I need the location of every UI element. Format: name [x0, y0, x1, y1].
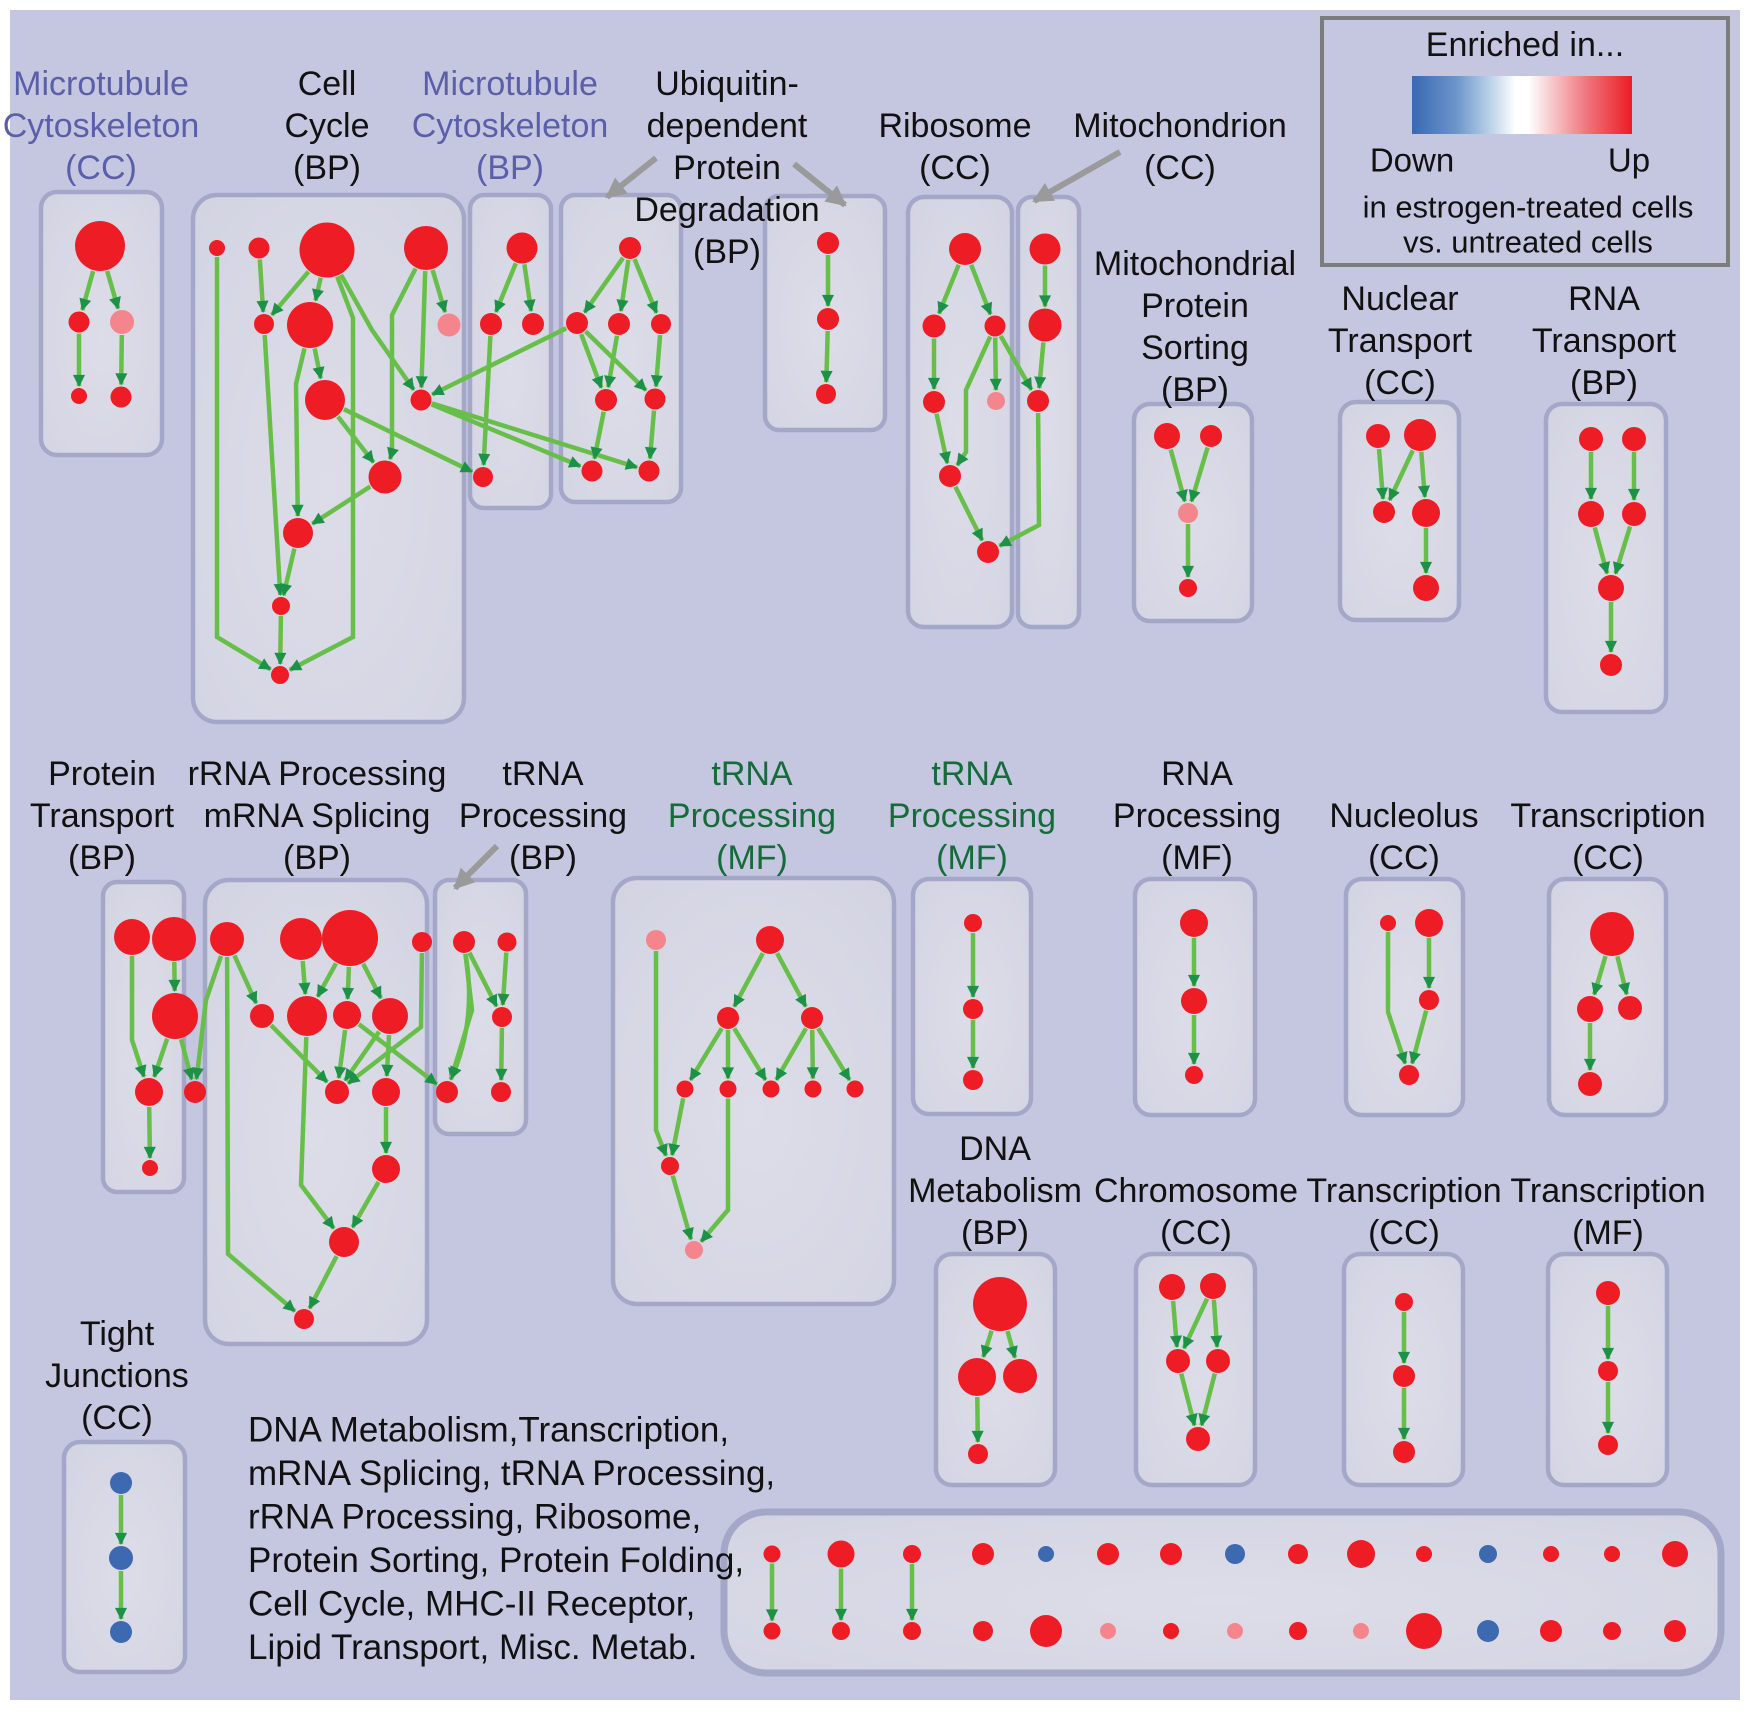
svg-text:Transport: Transport	[30, 797, 175, 835]
svg-text:(BP): (BP)	[293, 149, 361, 187]
svg-text:(CC): (CC)	[1364, 364, 1436, 402]
svg-text:Junctions: Junctions	[45, 1357, 189, 1395]
svg-text:Microtubule: Microtubule	[422, 65, 598, 103]
svg-text:(CC): (CC)	[1160, 1214, 1232, 1252]
svg-text:Transcription: Transcription	[1510, 797, 1705, 835]
svg-text:(BP): (BP)	[283, 839, 351, 877]
svg-text:(BP): (BP)	[1161, 371, 1229, 409]
svg-text:Transport: Transport	[1328, 322, 1473, 360]
svg-text:vs. untreated cells: vs. untreated cells	[1403, 225, 1653, 260]
svg-text:Ubiquitin-: Ubiquitin-	[655, 65, 799, 103]
svg-text:Cell Cycle, MHC-II Receptor,: Cell Cycle, MHC-II Receptor,	[248, 1585, 695, 1624]
svg-text:Tight: Tight	[80, 1315, 155, 1353]
svg-text:Nuclear: Nuclear	[1341, 280, 1458, 318]
svg-text:Transcription: Transcription	[1510, 1172, 1705, 1210]
svg-text:tRNA: tRNA	[931, 755, 1013, 793]
svg-text:(CC): (CC)	[81, 1399, 153, 1437]
svg-text:in estrogen-treated cells: in estrogen-treated cells	[1363, 190, 1694, 225]
svg-text:(CC): (CC)	[1572, 839, 1644, 877]
svg-text:Processing: Processing	[888, 797, 1056, 835]
svg-text:(BP): (BP)	[476, 149, 544, 187]
svg-text:Processing: Processing	[1113, 797, 1281, 835]
svg-text:tRNA: tRNA	[711, 755, 793, 793]
svg-text:Nucleolus: Nucleolus	[1329, 797, 1478, 835]
svg-text:(BP): (BP)	[961, 1214, 1029, 1252]
svg-text:tRNA: tRNA	[502, 755, 584, 793]
svg-text:Mitochondrial: Mitochondrial	[1094, 245, 1296, 283]
svg-text:Protein: Protein	[673, 149, 781, 187]
svg-text:Enriched in...: Enriched in...	[1426, 26, 1624, 64]
svg-text:Cycle: Cycle	[284, 107, 369, 145]
svg-text:Metabolism: Metabolism	[908, 1172, 1082, 1210]
svg-text:(MF): (MF)	[716, 839, 788, 877]
svg-text:Sorting: Sorting	[1141, 329, 1249, 367]
svg-text:Mitochondrion: Mitochondrion	[1073, 107, 1287, 145]
svg-text:Protein Sorting, Protein Foldi: Protein Sorting, Protein Folding,	[248, 1541, 744, 1580]
svg-text:DNA Metabolism,Transcription,: DNA Metabolism,Transcription,	[248, 1411, 729, 1450]
svg-text:(CC): (CC)	[65, 149, 137, 187]
svg-text:(BP): (BP)	[68, 839, 136, 877]
svg-text:Transcription: Transcription	[1306, 1172, 1501, 1210]
svg-text:dependent: dependent	[647, 107, 808, 145]
svg-text:(MF): (MF)	[1161, 839, 1233, 877]
svg-text:Degradation: Degradation	[634, 191, 819, 229]
svg-text:(CC): (CC)	[919, 149, 991, 187]
svg-text:mRNA Splicing: mRNA Splicing	[204, 797, 431, 835]
svg-text:Chromosome: Chromosome	[1094, 1172, 1298, 1210]
svg-text:Cytoskeleton: Cytoskeleton	[412, 107, 609, 145]
svg-text:Down: Down	[1370, 142, 1454, 179]
svg-text:Ribosome: Ribosome	[878, 107, 1031, 145]
svg-text:Microtubule: Microtubule	[13, 65, 189, 103]
svg-text:Processing: Processing	[459, 797, 627, 835]
svg-text:rRNA Processing: rRNA Processing	[188, 755, 447, 793]
svg-text:(BP): (BP)	[693, 233, 761, 271]
svg-text:(CC): (CC)	[1368, 1214, 1440, 1252]
svg-text:Lipid Transport, Misc. Metab.: Lipid Transport, Misc. Metab.	[248, 1628, 697, 1667]
svg-text:(MF): (MF)	[936, 839, 1008, 877]
svg-text:DNA: DNA	[959, 1130, 1031, 1168]
svg-text:(CC): (CC)	[1144, 149, 1216, 187]
svg-text:Cytoskeleton: Cytoskeleton	[3, 107, 200, 145]
svg-text:Transport: Transport	[1532, 322, 1677, 360]
svg-text:Protein: Protein	[48, 755, 156, 793]
svg-text:Protein: Protein	[1141, 287, 1249, 325]
svg-text:mRNA Splicing, tRNA Processing: mRNA Splicing, tRNA Processing,	[248, 1454, 775, 1493]
svg-text:RNA: RNA	[1161, 755, 1233, 793]
svg-text:RNA: RNA	[1568, 280, 1640, 318]
svg-text:Up: Up	[1608, 142, 1650, 179]
svg-text:(BP): (BP)	[509, 839, 577, 877]
svg-text:(MF): (MF)	[1572, 1214, 1644, 1252]
svg-text:Processing: Processing	[668, 797, 836, 835]
svg-text:(BP): (BP)	[1570, 364, 1638, 402]
svg-text:(CC): (CC)	[1368, 839, 1440, 877]
svg-text:rRNA Processing, Ribosome,: rRNA Processing, Ribosome,	[248, 1498, 701, 1537]
svg-text:Cell: Cell	[298, 65, 357, 103]
